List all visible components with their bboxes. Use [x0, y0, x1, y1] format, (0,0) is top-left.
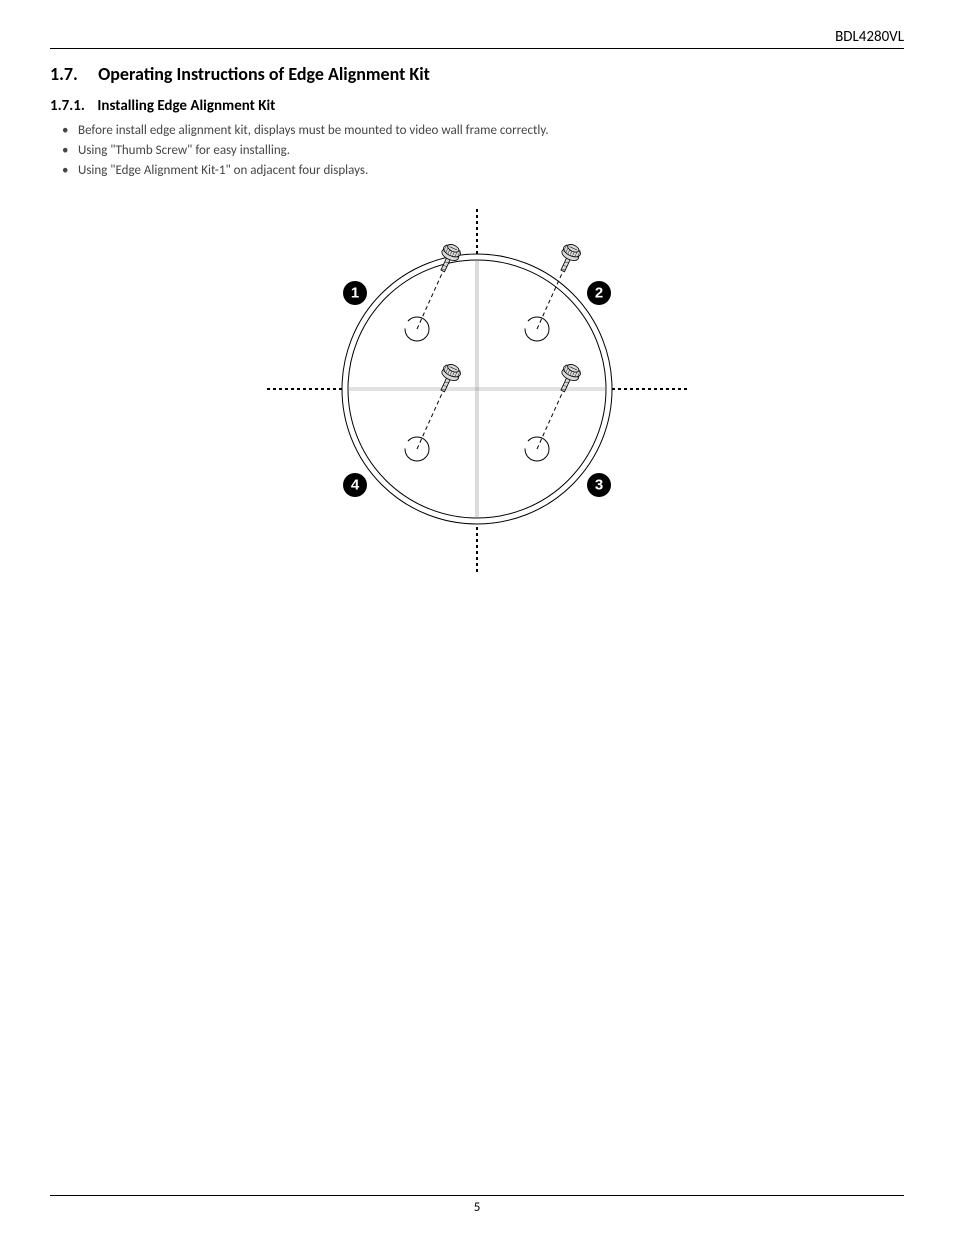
alignment-kit-diagram: 1 2 3 4	[247, 189, 707, 594]
model-label: BDL4280VL	[835, 28, 904, 46]
svg-text:4: 4	[351, 477, 360, 494]
section-number: 1.7.	[50, 63, 94, 85]
list-item: Using "Thumb Screw" for easy installing.	[50, 141, 904, 161]
page-header: BDL4280VL	[50, 28, 904, 49]
list-item: Before install edge alignment kit, displ…	[50, 121, 904, 141]
page-number: 5	[474, 1200, 481, 1215]
page: BDL4280VL 1.7. Operating Instructions of…	[0, 0, 954, 1235]
section-heading: 1.7. Operating Instructions of Edge Alig…	[50, 63, 904, 85]
subsection-heading: 1.7.1. Installing Edge Alignment Kit	[50, 97, 904, 115]
subsection-number: 1.7.1.	[50, 97, 94, 115]
diagram-container: 1 2 3 4	[50, 189, 904, 594]
page-footer: 5	[50, 1195, 904, 1215]
svg-text:2: 2	[595, 285, 603, 302]
bullet-list: Before install edge alignment kit, displ…	[50, 121, 904, 181]
list-item: Using "Edge Alignment Kit-1" on adjacent…	[50, 161, 904, 181]
diagram-svg: 1 2 3 4	[247, 189, 707, 589]
subsection-title: Installing Edge Alignment Kit	[97, 97, 275, 115]
svg-text:3: 3	[595, 477, 603, 494]
svg-text:1: 1	[351, 285, 359, 302]
section-title: Operating Instructions of Edge Alignment…	[98, 63, 430, 85]
